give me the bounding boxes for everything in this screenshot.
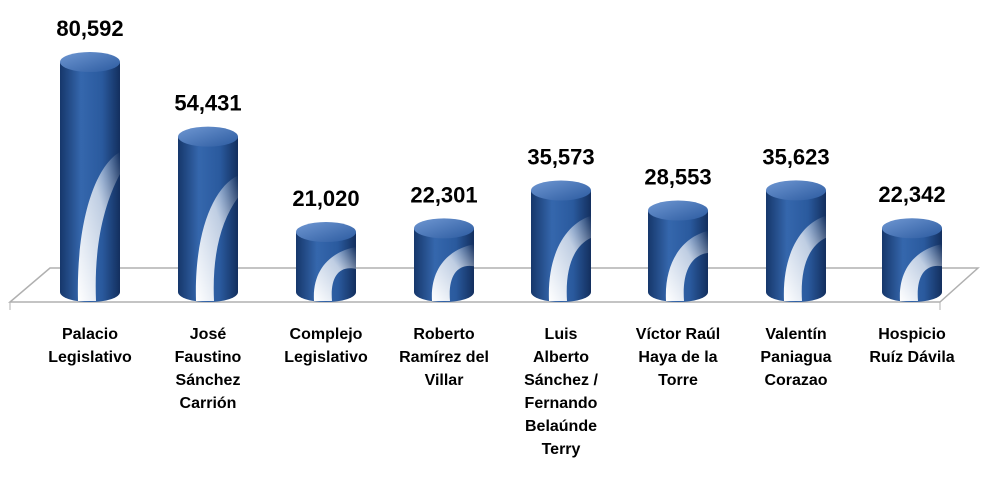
category-label: Complejo Legislativo xyxy=(284,326,368,366)
category-label: Luis Alberto Sánchez / Fernando Belaúnde Terr… xyxy=(524,326,598,458)
category-label: Hospicio Ruíz Dávila xyxy=(869,326,954,366)
cylinder xyxy=(296,222,356,302)
floor xyxy=(7,267,980,303)
category-label: Valentín Paniagua Corazao xyxy=(760,326,831,389)
cylinder xyxy=(414,218,474,302)
bar-top xyxy=(60,52,120,72)
highlight xyxy=(783,215,826,301)
category-label: José Faustino Sánchez Carrión xyxy=(175,326,242,412)
value-label: 28,553 xyxy=(644,165,711,190)
highlight xyxy=(665,230,708,301)
value-label: 54,431 xyxy=(174,91,241,116)
bar-top xyxy=(882,218,942,239)
value-label: 80,592 xyxy=(56,16,123,41)
bar-top xyxy=(178,126,238,147)
highlight xyxy=(899,244,942,301)
cylinder xyxy=(60,52,120,302)
value-label: 35,623 xyxy=(762,144,829,169)
bar-top xyxy=(531,180,591,201)
bar-top xyxy=(296,222,356,243)
highlight xyxy=(195,175,238,301)
cylinder xyxy=(766,180,826,302)
value-label: 22,301 xyxy=(410,182,477,207)
value-label: 22,342 xyxy=(878,182,945,207)
bar-top xyxy=(766,180,826,201)
category-label: Roberto Ramírez del Villar xyxy=(399,326,489,389)
cylinder xyxy=(531,180,591,302)
cylinder xyxy=(648,200,708,302)
cylinder xyxy=(882,218,942,302)
bar xyxy=(60,62,120,302)
highlight xyxy=(431,244,474,301)
value-label: 21,020 xyxy=(292,186,359,211)
category-label: Palacio Legislativo xyxy=(48,326,132,366)
cylinder xyxy=(178,126,238,302)
category-label: Víctor Raúl Haya de la Torre xyxy=(636,326,720,389)
highlight xyxy=(548,215,591,301)
highlight xyxy=(313,247,356,301)
highlight xyxy=(77,152,120,301)
bar-top xyxy=(648,200,708,221)
bar-top xyxy=(414,218,474,239)
value-label: 35,573 xyxy=(527,144,594,169)
